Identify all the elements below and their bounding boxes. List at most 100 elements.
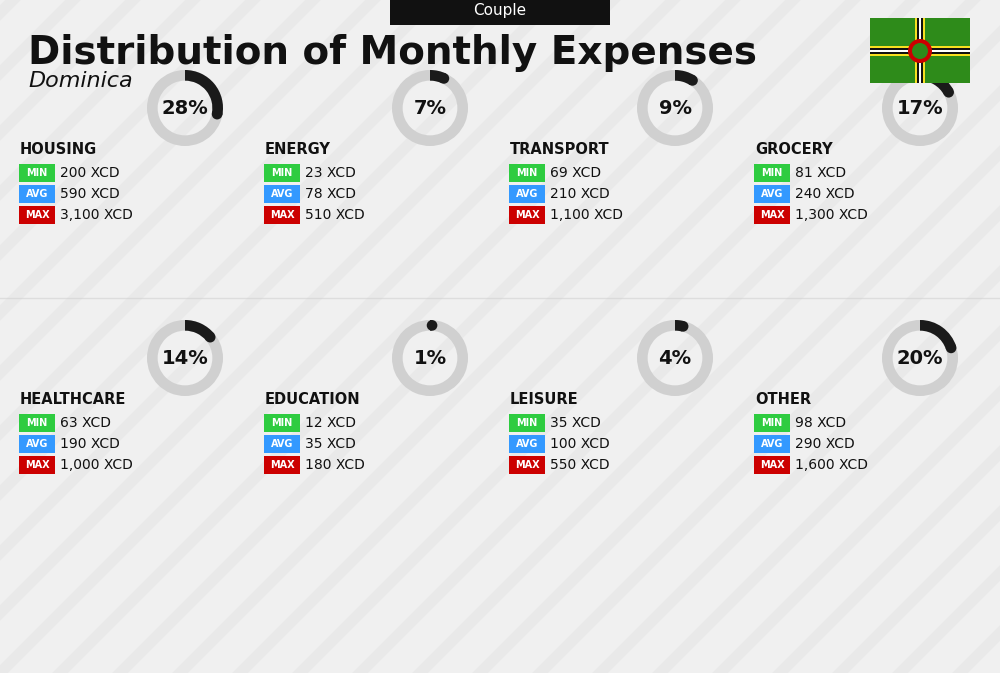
Text: 290 XCD: 290 XCD bbox=[795, 437, 855, 451]
Wedge shape bbox=[392, 320, 468, 396]
Text: 23 XCD: 23 XCD bbox=[305, 166, 356, 180]
FancyBboxPatch shape bbox=[19, 414, 55, 432]
Text: HEALTHCARE: HEALTHCARE bbox=[20, 392, 126, 407]
Text: 98 XCD: 98 XCD bbox=[795, 416, 846, 430]
Text: 12 XCD: 12 XCD bbox=[305, 416, 356, 430]
Text: MAX: MAX bbox=[760, 460, 784, 470]
Text: MAX: MAX bbox=[515, 460, 539, 470]
FancyBboxPatch shape bbox=[509, 164, 545, 182]
Text: 590 XCD: 590 XCD bbox=[60, 187, 120, 201]
FancyBboxPatch shape bbox=[509, 414, 545, 432]
FancyBboxPatch shape bbox=[870, 46, 970, 56]
FancyBboxPatch shape bbox=[915, 18, 925, 83]
Text: Couple: Couple bbox=[473, 3, 527, 17]
FancyBboxPatch shape bbox=[19, 206, 55, 224]
FancyBboxPatch shape bbox=[509, 435, 545, 453]
FancyBboxPatch shape bbox=[19, 185, 55, 203]
FancyBboxPatch shape bbox=[509, 456, 545, 474]
Text: OTHER: OTHER bbox=[755, 392, 811, 407]
Text: 100 XCD: 100 XCD bbox=[550, 437, 610, 451]
Text: AVG: AVG bbox=[516, 189, 538, 199]
Text: 35 XCD: 35 XCD bbox=[550, 416, 601, 430]
FancyBboxPatch shape bbox=[754, 164, 790, 182]
Circle shape bbox=[439, 73, 449, 83]
Text: MIN: MIN bbox=[516, 418, 538, 428]
Text: 1,100 XCD: 1,100 XCD bbox=[550, 208, 623, 222]
Text: 7%: 7% bbox=[414, 98, 446, 118]
Text: 1,000 XCD: 1,000 XCD bbox=[60, 458, 133, 472]
FancyBboxPatch shape bbox=[870, 18, 970, 83]
Wedge shape bbox=[430, 320, 432, 330]
FancyBboxPatch shape bbox=[19, 456, 55, 474]
Text: LEISURE: LEISURE bbox=[510, 392, 579, 407]
Wedge shape bbox=[920, 70, 953, 95]
Text: HOUSING: HOUSING bbox=[20, 143, 97, 157]
Circle shape bbox=[912, 43, 928, 59]
Text: GROCERY: GROCERY bbox=[755, 143, 833, 157]
Text: MAX: MAX bbox=[25, 210, 49, 220]
Text: MIN: MIN bbox=[761, 418, 783, 428]
Wedge shape bbox=[185, 320, 214, 341]
Text: MIN: MIN bbox=[26, 418, 48, 428]
FancyBboxPatch shape bbox=[754, 206, 790, 224]
Wedge shape bbox=[147, 70, 223, 146]
Text: AVG: AVG bbox=[26, 439, 48, 449]
Text: AVG: AVG bbox=[761, 189, 783, 199]
Text: MAX: MAX bbox=[760, 210, 784, 220]
FancyBboxPatch shape bbox=[264, 164, 300, 182]
Wedge shape bbox=[185, 70, 223, 115]
Text: MAX: MAX bbox=[515, 210, 539, 220]
Text: AVG: AVG bbox=[271, 439, 293, 449]
FancyBboxPatch shape bbox=[754, 185, 790, 203]
Text: 1,600 XCD: 1,600 XCD bbox=[795, 458, 868, 472]
FancyBboxPatch shape bbox=[870, 48, 970, 54]
Text: 1%: 1% bbox=[413, 349, 447, 367]
FancyBboxPatch shape bbox=[919, 18, 921, 83]
Text: 240 XCD: 240 XCD bbox=[795, 187, 855, 201]
Text: 14%: 14% bbox=[162, 349, 208, 367]
Text: 17%: 17% bbox=[897, 98, 943, 118]
Circle shape bbox=[687, 75, 698, 85]
Text: AVG: AVG bbox=[271, 189, 293, 199]
Wedge shape bbox=[392, 70, 468, 146]
Wedge shape bbox=[675, 320, 684, 332]
Wedge shape bbox=[430, 70, 446, 83]
FancyBboxPatch shape bbox=[390, 0, 610, 25]
Text: MIN: MIN bbox=[26, 168, 48, 178]
Text: AVG: AVG bbox=[516, 439, 538, 449]
Text: 9%: 9% bbox=[658, 98, 692, 118]
Wedge shape bbox=[637, 320, 713, 396]
Circle shape bbox=[205, 332, 216, 343]
FancyBboxPatch shape bbox=[917, 18, 923, 83]
Text: MIN: MIN bbox=[271, 168, 293, 178]
Text: MIN: MIN bbox=[271, 418, 293, 428]
Circle shape bbox=[946, 343, 956, 353]
FancyBboxPatch shape bbox=[19, 164, 55, 182]
Text: AVG: AVG bbox=[26, 189, 48, 199]
Wedge shape bbox=[882, 70, 958, 146]
FancyBboxPatch shape bbox=[870, 50, 970, 52]
Text: 78 XCD: 78 XCD bbox=[305, 187, 356, 201]
Text: 210 XCD: 210 XCD bbox=[550, 187, 610, 201]
Wedge shape bbox=[675, 70, 695, 85]
Text: 550 XCD: 550 XCD bbox=[550, 458, 610, 472]
Text: 3,100 XCD: 3,100 XCD bbox=[60, 208, 133, 222]
FancyBboxPatch shape bbox=[264, 414, 300, 432]
Text: 63 XCD: 63 XCD bbox=[60, 416, 111, 430]
FancyBboxPatch shape bbox=[264, 185, 300, 203]
Text: EDUCATION: EDUCATION bbox=[265, 392, 361, 407]
FancyBboxPatch shape bbox=[264, 456, 300, 474]
FancyBboxPatch shape bbox=[754, 414, 790, 432]
Text: 28%: 28% bbox=[162, 98, 208, 118]
Text: 35 XCD: 35 XCD bbox=[305, 437, 356, 451]
Text: MAX: MAX bbox=[25, 460, 49, 470]
Text: AVG: AVG bbox=[761, 439, 783, 449]
Text: MAX: MAX bbox=[270, 210, 294, 220]
Text: TRANSPORT: TRANSPORT bbox=[510, 143, 610, 157]
FancyBboxPatch shape bbox=[509, 206, 545, 224]
FancyBboxPatch shape bbox=[754, 435, 790, 453]
Text: 81 XCD: 81 XCD bbox=[795, 166, 846, 180]
Wedge shape bbox=[147, 320, 223, 396]
Wedge shape bbox=[882, 320, 958, 396]
FancyBboxPatch shape bbox=[264, 435, 300, 453]
